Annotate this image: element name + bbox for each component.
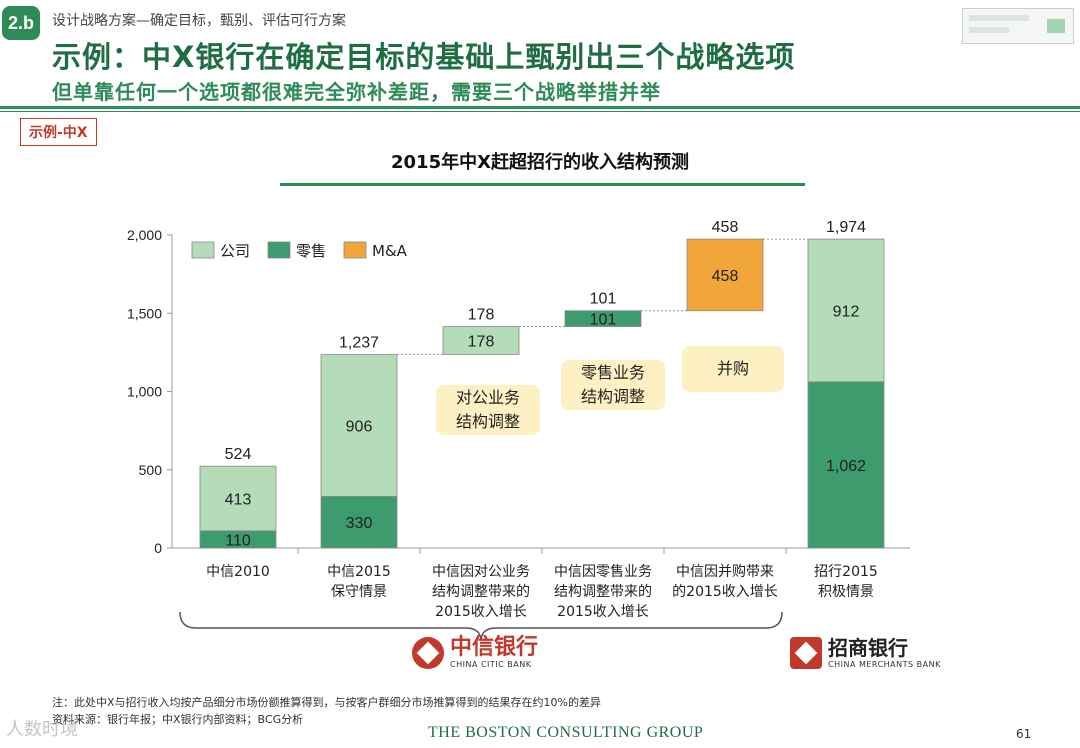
bar-total-label: 458 <box>712 219 739 236</box>
x-category-label: 的2015收入增长 <box>672 584 778 600</box>
bar-value-label: 101 <box>590 312 617 329</box>
bar-segment <box>807 238 885 383</box>
slide-thumbnail-icon <box>962 8 1074 44</box>
citic-logo-icon <box>412 636 444 669</box>
x-category-label: 中信2015 <box>327 564 391 580</box>
bar-value-label: 1,062 <box>826 458 866 475</box>
chart-title: 2015年中X赶超招行的收入结构预测 <box>391 151 689 173</box>
callout-retail-line2: 结构调整 <box>580 387 645 406</box>
bar-total-label: 524 <box>225 446 252 463</box>
bar-total-label: 1,974 <box>826 219 866 236</box>
x-category-label: 积极情景 <box>818 584 874 600</box>
callout-ma-line1: 并购 <box>716 359 749 378</box>
bar-segment <box>320 354 398 497</box>
thumbnail-bar <box>969 15 1029 21</box>
legend-swatch <box>343 241 367 259</box>
bar-segment <box>564 310 642 327</box>
legend-label: 零售 <box>296 242 326 260</box>
footnote: 注：此处中X与招行收入均按产品细分市场份额推算得到，与按客户群细分市场推算得到的… <box>52 696 601 709</box>
callout-corporate-line1: 对公业务 <box>455 388 520 407</box>
bar-value-label: 330 <box>346 515 373 532</box>
x-category-label: 中信因并购带来 <box>676 564 774 580</box>
bar-value-label: 906 <box>346 418 373 435</box>
x-category-label: 中信因零售业务 <box>554 564 652 580</box>
y-tick-label: 1,500 <box>127 305 162 321</box>
header-divider <box>0 106 1080 109</box>
callout-retail: 零售业务 结构调整 <box>561 360 665 410</box>
bar-segment <box>807 381 885 549</box>
footer-brand: THE BOSTON CONSULTING GROUP <box>428 724 704 741</box>
cmb-bank-logo: 招商银行 CHINA MERCHANTS BANK <box>790 636 941 669</box>
page-number: 61 <box>1016 727 1032 741</box>
thumbnail-bar <box>1047 19 1065 33</box>
x-category-label: 结构调整带来的 <box>554 584 652 600</box>
bar-segment <box>199 465 277 532</box>
y-tick-label: 500 <box>139 462 163 478</box>
x-category-label: 中信因对公业务 <box>432 564 530 580</box>
x-category-label: 招行2015 <box>814 564 878 580</box>
breadcrumb: 设计战略方案—确定目标，甄别、评估可行方案 <box>52 13 346 29</box>
legend-swatch <box>191 241 215 259</box>
callout-corporate: 对公业务 结构调整 <box>436 385 540 435</box>
callout-retail-line1: 零售业务 <box>580 363 645 382</box>
example-tag: 示例-中X <box>20 118 97 146</box>
x-category-label: 中信2010 <box>206 564 270 580</box>
cmb-logo-icon <box>790 636 822 669</box>
x-category-label: 结构调整带来的 <box>432 584 530 600</box>
thumbnail-bar <box>969 27 1009 33</box>
bar-segment <box>442 326 520 355</box>
source-note: 资料来源：银行年报；中X银行内部资料；BCG分析 <box>52 713 304 726</box>
watermark: 人数时境 <box>6 719 78 740</box>
callout-corporate-line2: 结构调整 <box>455 412 520 431</box>
bar-value-label: 110 <box>225 532 251 549</box>
legend-label: M&A <box>372 242 408 260</box>
cmb-logo-en: CHINA MERCHANTS BANK <box>828 660 941 669</box>
header-divider-thin <box>0 111 1080 112</box>
bar-total-label: 178 <box>468 307 495 324</box>
citic-logo-en: CHINA CITIC BANK <box>450 660 532 669</box>
chart-title-underline <box>280 183 805 186</box>
page-title: 示例：中X银行在确定目标的基础上甄别出三个战略选项 <box>52 40 796 74</box>
legend-label: 公司 <box>220 242 250 260</box>
x-category-label: 保守情景 <box>331 584 387 600</box>
callout-ma: 并购 <box>682 346 784 392</box>
bar-value-label: 912 <box>833 303 860 320</box>
bar-total-label: 1,237 <box>339 335 379 352</box>
page-subtitle: 但单靠任何一个选项都很难完全弥补差距，需要三个战略举措并举 <box>52 80 661 104</box>
y-tick-label: 1,000 <box>127 384 162 400</box>
section-badge: 2.b <box>2 6 40 40</box>
x-category-label: 2015收入增长 <box>557 604 649 620</box>
legend-swatch <box>267 241 291 259</box>
citic-logo-cn: 中信银行 <box>450 635 539 660</box>
cmb-logo-cn: 招商银行 <box>828 636 908 660</box>
x-category-label: 2015收入增长 <box>435 604 527 620</box>
bar-segment <box>686 238 764 312</box>
grouping-brace <box>179 611 783 641</box>
bar-value-label: 458 <box>712 268 739 285</box>
y-tick-label: 0 <box>154 540 162 556</box>
bar-value-label: 178 <box>468 333 495 350</box>
bar-value-label: 413 <box>225 491 252 508</box>
citic-bank-logo: 中信银行 CHINA CITIC BANK <box>412 636 538 669</box>
y-tick-label: 2,000 <box>127 227 162 243</box>
bar-total-label: 101 <box>590 291 617 308</box>
bar-segment <box>320 495 398 549</box>
